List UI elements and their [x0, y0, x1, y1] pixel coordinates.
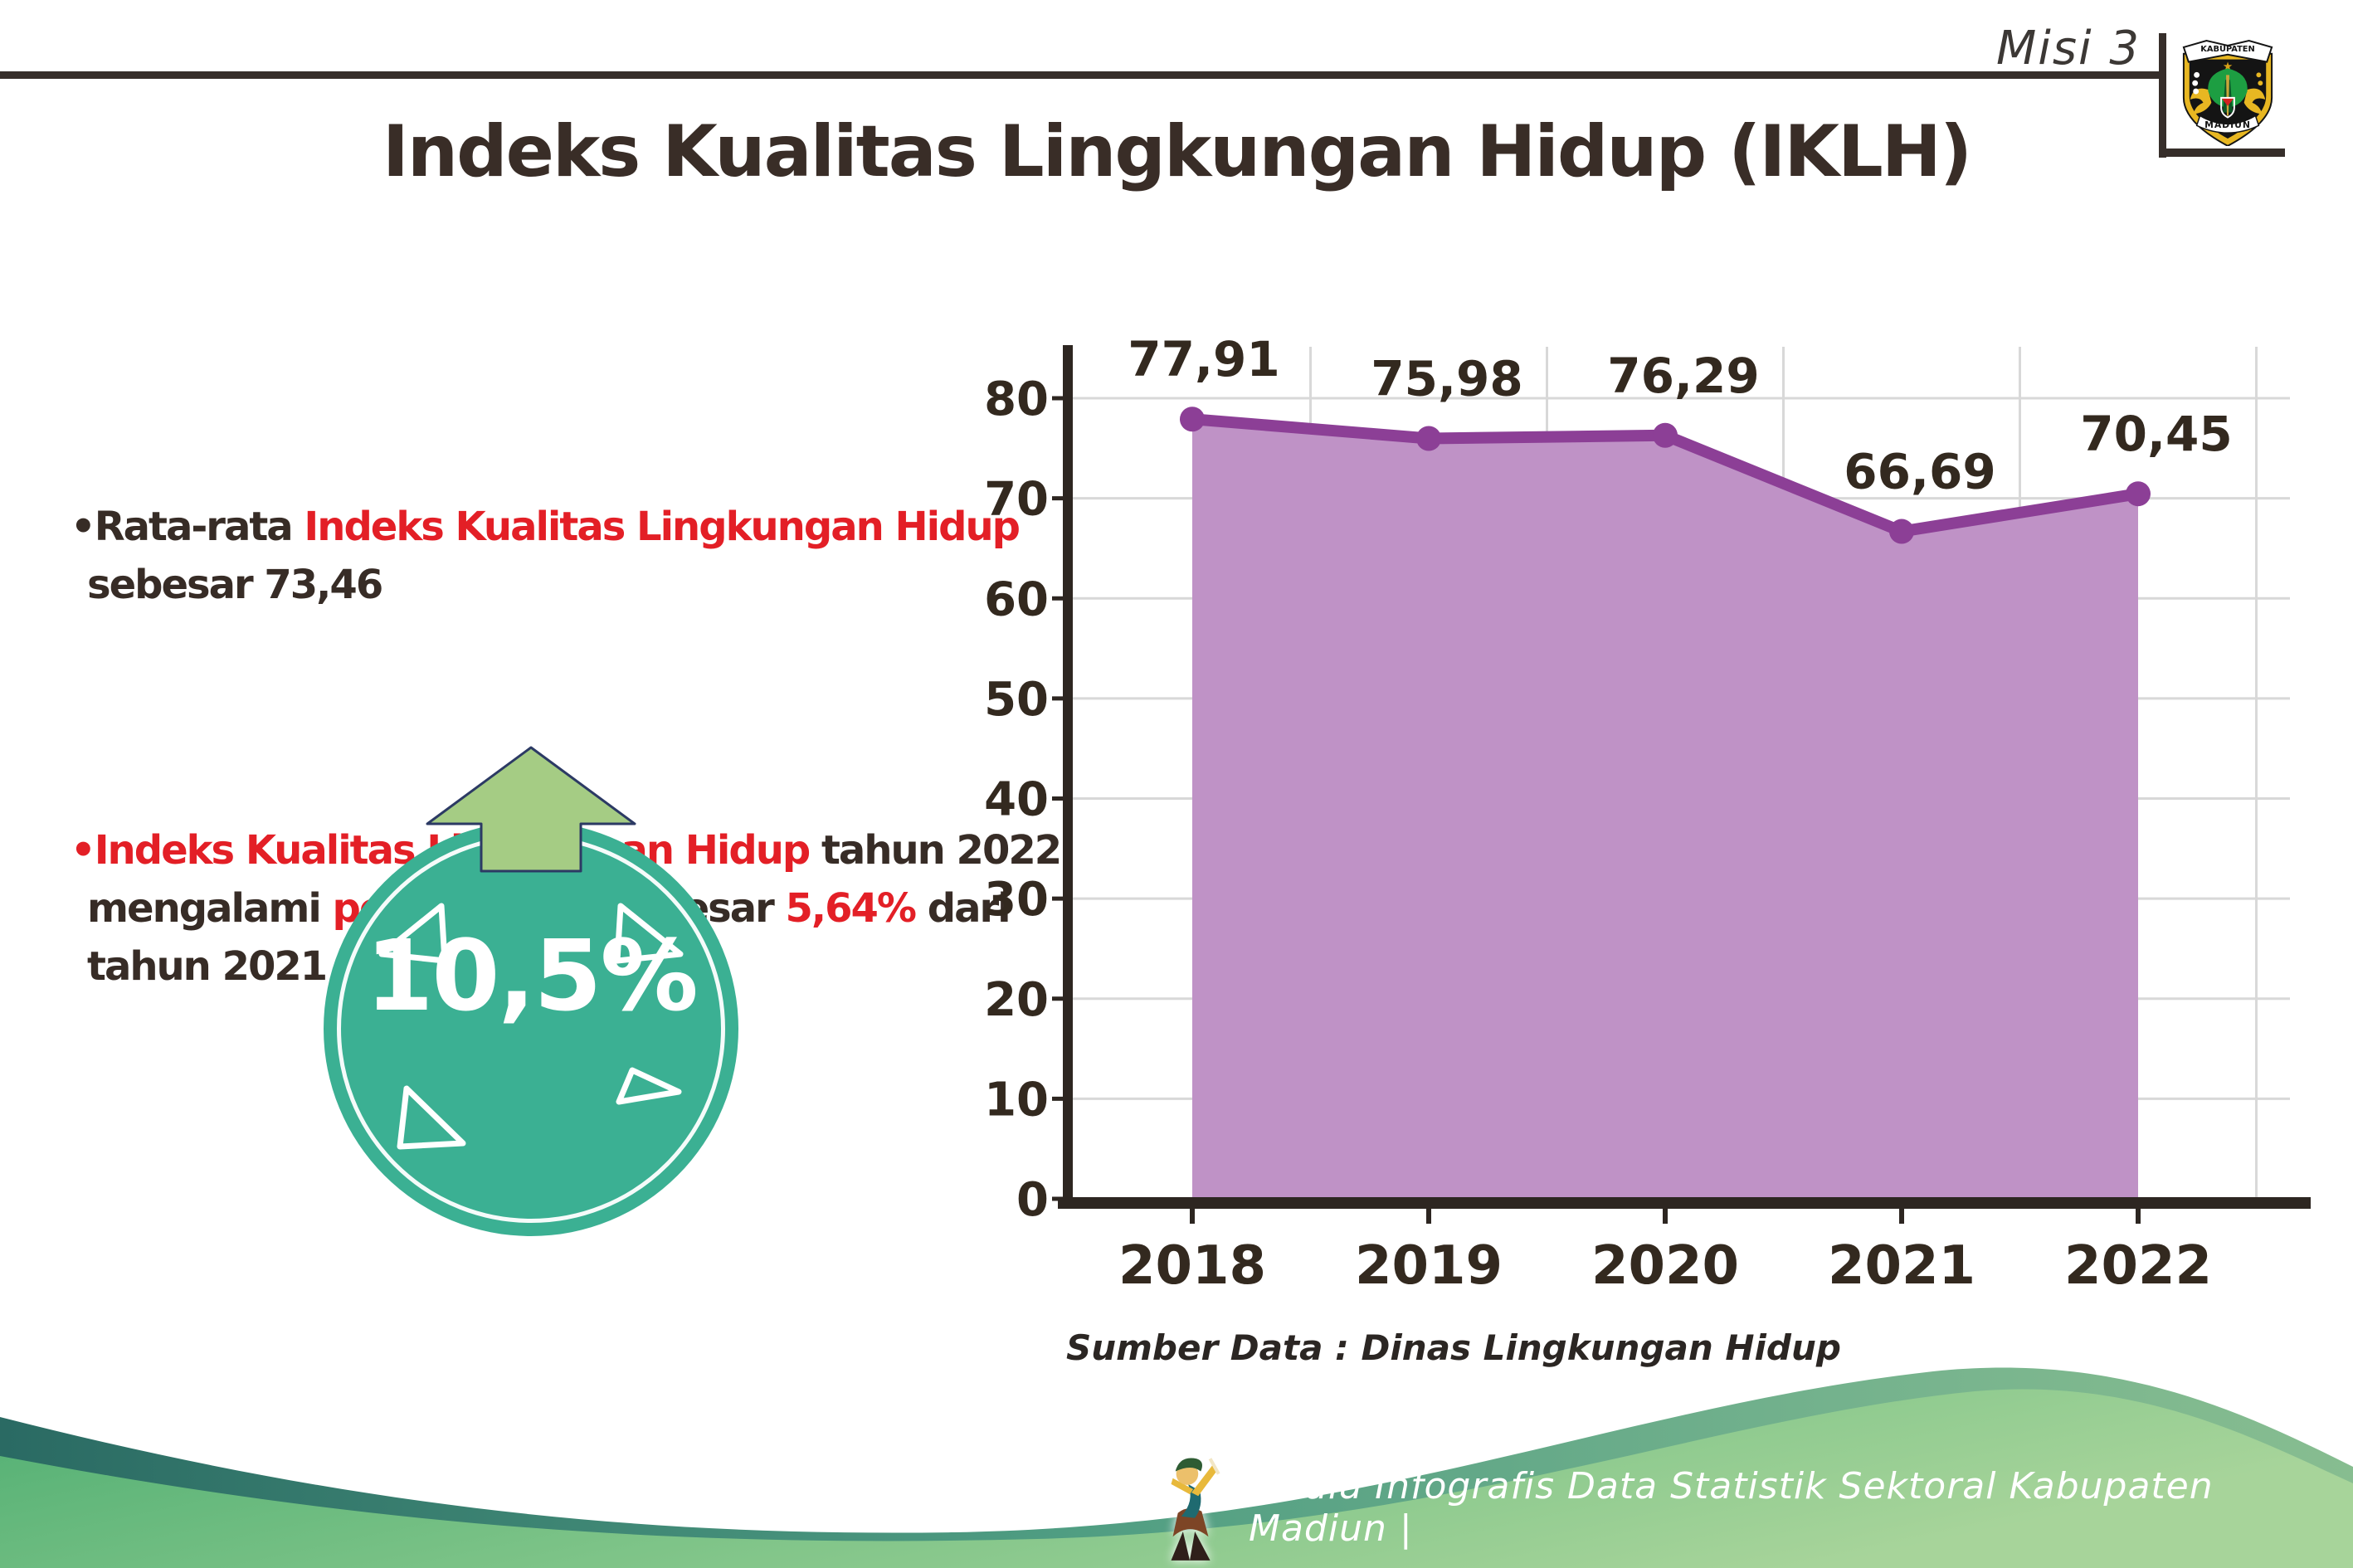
y-tick-label: 80 [984, 373, 1049, 426]
data-label-2020: 76,29 [1607, 348, 1759, 404]
y-tick-label: 20 [984, 973, 1049, 1027]
data-point-2020 [1653, 422, 1678, 448]
bullet-text: dari [915, 885, 1011, 932]
mascot-icon [1171, 1458, 1220, 1561]
y-tick-label: 40 [984, 773, 1049, 827]
y-axis-line [1063, 345, 1073, 1209]
source-note: Sumber Data : Dinas Lingkungan Hidup [1066, 1327, 1841, 1368]
increase-badge: 10,5% [324, 745, 738, 1236]
data-point-2021 [1889, 519, 1914, 544]
bullet-text: sebesar 73,46 [87, 562, 383, 608]
y-tick-label: 10 [984, 1073, 1049, 1127]
logo-top-banner: KABUPATEN [2200, 45, 2254, 54]
bullet-text: Rata-rata [94, 504, 304, 550]
data-point-2018 [1180, 407, 1205, 432]
footer-waves [0, 1367, 2353, 1568]
footer-credit: Media Infografis Data Statistik Sektoral… [1249, 1465, 2214, 1550]
bullet-dot: • [71, 504, 96, 550]
green-wave [0, 1389, 2353, 1568]
data-label-2018: 77,91 [1128, 332, 1279, 387]
x-tick-label-2021: 2021 [1828, 1235, 1975, 1297]
logo-bottom-banner: MADIUN [2204, 119, 2251, 130]
data-label-2021: 66,69 [1844, 444, 1995, 500]
x-tick-label-2019: 2019 [1355, 1235, 1503, 1297]
bullet-text: tahun 2022 [809, 827, 1062, 874]
y-tick-label: 50 [984, 673, 1049, 727]
chart-area [1192, 419, 2138, 1199]
x-axis-line [1058, 1197, 2311, 1209]
bullet-text-highlight: Indeks Kualitas Lingkungan Hidup [304, 504, 1021, 550]
bullet-average-iklh: •Rata-rata Indeks Kualitas Lingkungan Hi… [71, 498, 1149, 614]
bullet-dot: • [71, 827, 96, 874]
kabupaten-madiun-logo-icon: KABUPATEN ★ MADIUN [2182, 40, 2273, 146]
bullet-text-highlight: 5,64% [785, 885, 918, 932]
header-rule [0, 71, 2162, 79]
bullet-text: mengalami [87, 885, 333, 932]
x-tick-label-2022: 2022 [2064, 1235, 2212, 1297]
logo-frame-horizontal [2159, 149, 2285, 157]
y-tick-label: 70 [984, 473, 1049, 527]
page-title: Indeks Kualitas Lingkungan Hidup (IKLH) [382, 110, 1972, 193]
badge-value: 10,5% [365, 918, 698, 1033]
badge-triangles-icon [378, 903, 684, 1150]
x-tick-label-2018: 2018 [1118, 1235, 1266, 1297]
data-point-2022 [2126, 481, 2151, 507]
up-arrow-icon [426, 746, 636, 873]
bullet-text: tahun 2021 [87, 943, 328, 990]
x-tick-label-2020: 2020 [1591, 1235, 1739, 1297]
y-tick-label: 60 [984, 572, 1049, 626]
data-point-2019 [1416, 426, 1441, 451]
misi-label: Misi 3 [1995, 22, 2141, 75]
data-label-2022: 70,45 [2080, 406, 2232, 462]
iklh-area-chart: 77,91 75,98 76,29 66,69 70,45 0 10 20 30 40 50 60 70… [984, 332, 2311, 1297]
badge-circle [324, 821, 738, 1236]
data-label-2019: 75,98 [1371, 350, 1522, 407]
y-tick-label: 30 [984, 873, 1049, 927]
logo-frame-vertical [2159, 33, 2166, 158]
y-tick-label: 0 [1016, 1173, 1049, 1227]
